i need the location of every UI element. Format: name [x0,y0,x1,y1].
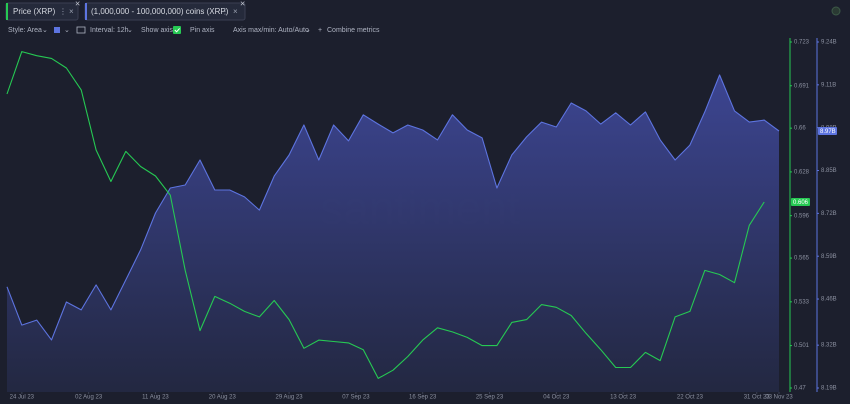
axis-minmax[interactable]: Axis max/min: Auto/Auto [233,27,309,34]
y2-tick-label: 8.19B [821,386,837,392]
plus-icon: + [318,27,322,34]
x-tick-label: 22 Oct 23 [677,395,704,401]
y-tick-label: 0.691 [794,83,810,89]
tab-menu: ⋮ [59,7,67,16]
tab-close: × [69,7,74,16]
tab[interactable]: Price (XRP) ⋮ × [5,2,79,21]
y2-tick-label: 9.11B [821,82,836,88]
current-value-label: 0.606 [793,200,809,206]
current-value-tag [818,126,837,135]
area-line [6,74,780,341]
show-axis[interactable]: Show axis [141,27,173,34]
area-fill [7,75,779,392]
y-tick-label: 0.66 [794,126,806,132]
x-tick-label: 04 Oct 23 [543,395,570,401]
y2-tick-label: 9.24B [821,40,837,46]
y-tick-label: 0.723 [794,40,810,46]
chevron: ⌄ [64,27,70,34]
tab-remove[interactable]: × [75,0,80,8]
y-tick-label: 0.47 [794,386,806,392]
y-tick-label: 0.596 [794,213,810,219]
x-tick-label: 02 Aug 23 [75,395,103,401]
y-tick-label: 0.533 [794,299,810,305]
tab-label: (1,000,000 - 100,000,000) coins (XRP) [91,7,229,16]
chevron: ⌄ [305,27,311,34]
x-tick-label: 24 Jul 23 [10,395,35,401]
x-tick-label: 31 Oct 23 [744,395,771,401]
tab-close: × [233,7,238,16]
x-tick-label: 20 Aug 23 [209,395,237,401]
status-icon [831,6,841,16]
tab-menu: ⋮ [221,7,229,16]
style-select[interactable]: Style: Area [8,27,42,34]
interval-icon [76,26,86,34]
x-tick-label: 29 Aug 23 [276,395,304,401]
y-tick-label: 0.501 [794,343,810,349]
x-tick-label: 13 Oct 23 [610,395,637,401]
y2-tick-label: 8.85B [821,168,837,174]
color-swatch[interactable] [54,27,60,33]
y2-tick-label: 8.32B [821,343,837,349]
y2-tick-label: 8.59B [821,254,837,260]
x-tick-label: 11 Aug 23 [142,395,169,401]
y-tick-label: 0.565 [794,256,810,262]
plot: 0.723 0.691 0.66 0.628 0.596 0.565 0.533 0.501 0… [6,38,837,401]
y-tick-label: 0.628 [794,169,810,175]
chevron: ⌄ [42,27,48,34]
checkbox[interactable] [173,26,181,34]
y2-tick-label: 8.46B [821,297,837,303]
current-value-tag [791,198,810,207]
interval-select[interactable]: Interval: 12h [90,27,129,34]
chevron: ⌄ [127,27,133,34]
pin-axis[interactable]: Pin axis [190,27,215,34]
tab-remove[interactable]: × [240,0,245,8]
tab[interactable]: (1,000,000 - 100,000,000) coins (XRP) ⋮ … [84,2,246,21]
tab-label: Price (XRP) [13,7,56,16]
combine-metrics[interactable]: Combine metrics [327,27,380,34]
current-value-label: 8.97B [820,129,836,135]
x-tick-label: 07 Sep 23 [342,395,370,401]
x-tick-label: 16 Sep 23 [409,395,437,401]
y2-tick-label: 8.72B [821,211,837,217]
x-tick-label: 25 Sep 23 [476,395,504,401]
price-line [6,51,765,379]
checkmark [174,28,180,33]
x-tick-label: 03 Nov 23 [765,395,793,401]
